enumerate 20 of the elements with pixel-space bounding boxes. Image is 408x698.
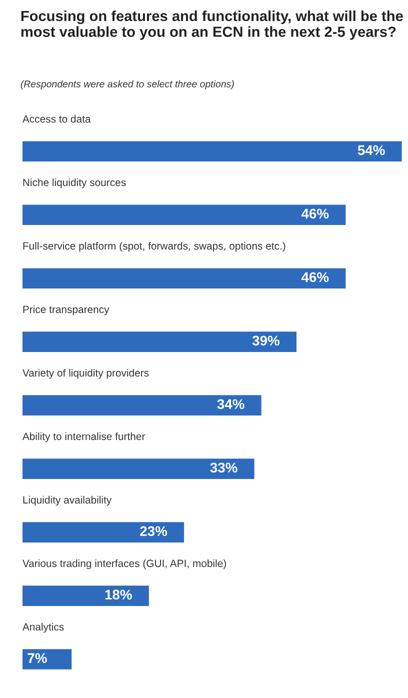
- chart-subtitle: (Respondents were asked to select three options): [20, 80, 234, 90]
- y-tick-label: Liquidity availability: [23, 496, 112, 506]
- y-tick-label: Various trading interfaces (GUI, API, mobile): [22, 559, 226, 570]
- y-tick-label: Analytics: [22, 622, 64, 633]
- data-label: 34%: [217, 399, 244, 410]
- y-tick-label: Access to data: [22, 114, 91, 123]
- data-label: 7%: [28, 653, 47, 663]
- data-label: 46%: [301, 208, 329, 219]
- data-label: 46%: [301, 272, 329, 282]
- y-tick-label: Variety of liquidity providers: [22, 368, 149, 379]
- data-label: 18%: [105, 590, 132, 600]
- data-label: 39%: [252, 336, 280, 346]
- data-label: 23%: [140, 526, 168, 536]
- y-tick-label: Price transparency: [23, 305, 110, 316]
- data-label: 33%: [210, 462, 238, 473]
- y-tick-label: Full-service platform (spot, forwards, swaps, options etc.): [23, 242, 286, 252]
- y-tick-label: Niche liquidity sources: [23, 178, 126, 188]
- y-tick-label: Ability to internalise further: [22, 432, 146, 442]
- chart-title: Focusing on features and functionality, what will be the most valuable to you on an ECN in the next 2-5 years?: [21, 10, 403, 40]
- data-label: 54%: [358, 145, 385, 156]
